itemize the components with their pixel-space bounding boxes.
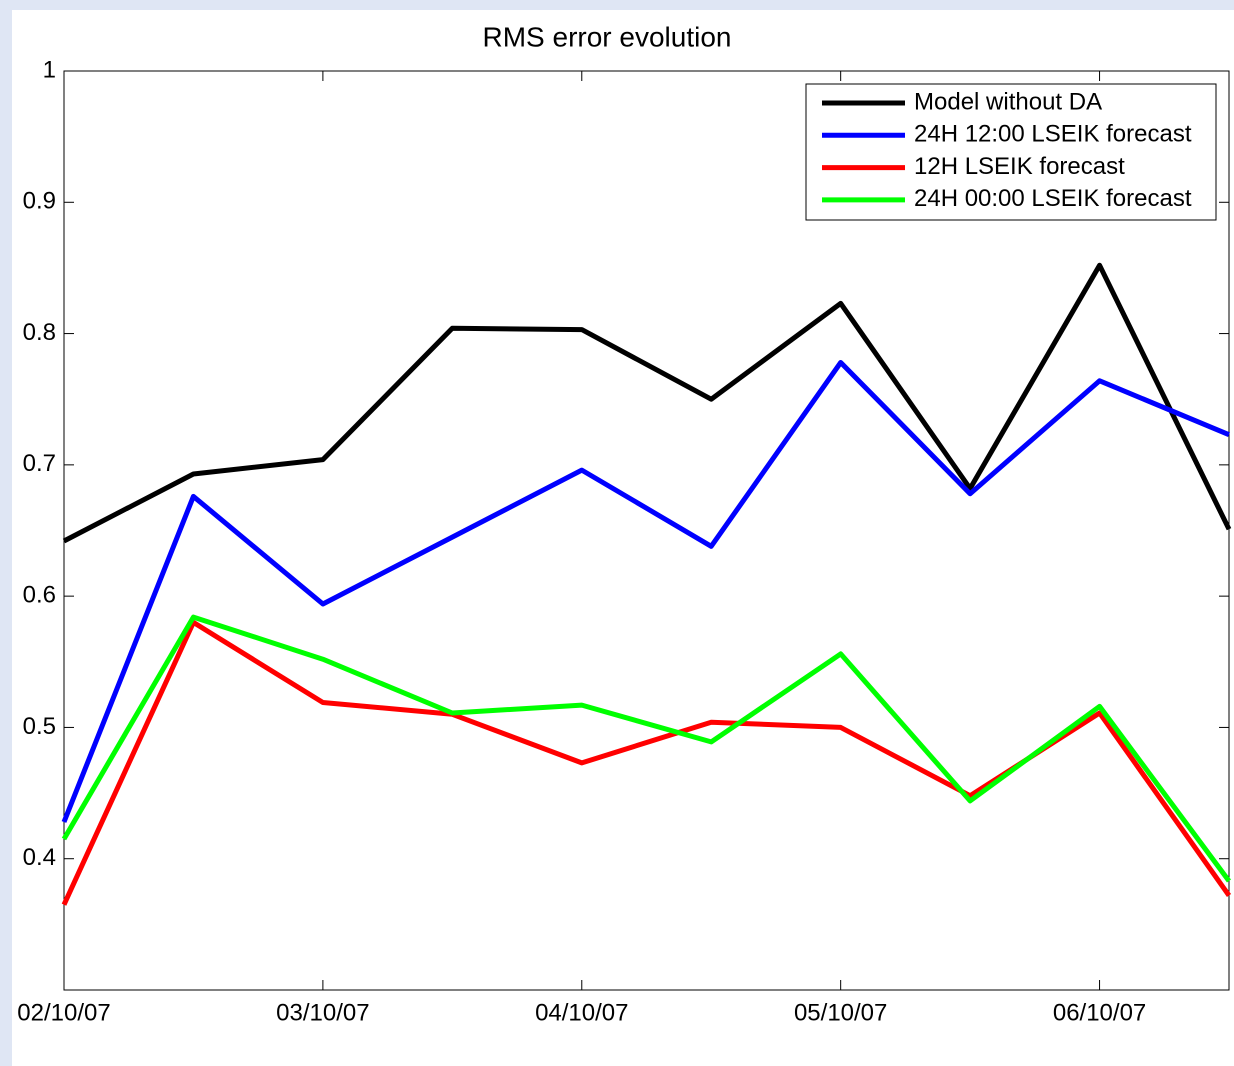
series-line: [61, 614, 1232, 883]
x-tick-label: 02/10/07: [17, 999, 110, 1026]
plot-area: [63, 70, 1230, 991]
y-tick-label: 0.5: [23, 713, 56, 740]
y-tick-label: 0.8: [23, 319, 56, 346]
x-tick-label: 05/10/07: [794, 999, 887, 1026]
x-tick-label: 06/10/07: [1053, 999, 1146, 1026]
y-tick-label: 0.6: [23, 581, 56, 608]
legend-label: Model without DA: [914, 88, 1102, 115]
y-tick-label: 1: [43, 56, 56, 83]
x-tick-label: 04/10/07: [535, 999, 628, 1026]
legend-box: [805, 83, 1217, 221]
y-tick-label: 0.4: [23, 844, 56, 871]
legend-label: 12H LSEIK forecast: [914, 153, 1125, 180]
series-line: [61, 360, 1230, 823]
y-tick-label: 0.7: [23, 450, 56, 477]
legend-label: 24H 12:00 LSEIK forecast: [914, 121, 1192, 148]
series-line: [62, 262, 1232, 544]
y-tick-label: 0.9: [23, 188, 56, 215]
legend-label: 24H 00:00 LSEIK forecast: [914, 185, 1192, 212]
x-tick-label: 03/10/07: [276, 999, 369, 1026]
chart-title: RMS error evolution: [483, 21, 732, 52]
